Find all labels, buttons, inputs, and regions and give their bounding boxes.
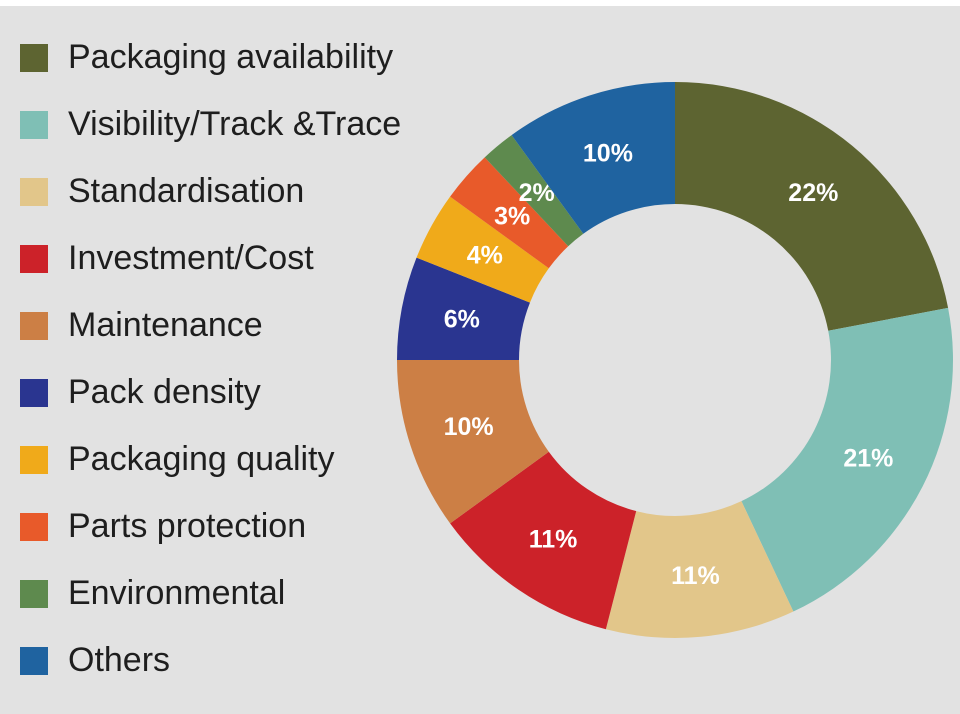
legend-item-maintenance: Maintenance <box>20 292 460 359</box>
slice-label-packaging-quality: 4% <box>467 241 503 269</box>
slice-standardisation <box>605 501 794 638</box>
legend-label: Others <box>68 641 171 679</box>
slice-investment-cost <box>450 451 637 630</box>
legend-label: Investment/Cost <box>68 239 314 277</box>
slice-label-maintenance: 10% <box>444 413 494 441</box>
legend-swatch <box>20 244 48 273</box>
legend-label: Pack density <box>68 373 261 411</box>
legend-swatch <box>20 512 48 541</box>
top-border <box>0 0 960 6</box>
legend-item-packaging-quality: Packaging quality <box>20 426 460 493</box>
slice-packaging-quality <box>416 196 549 303</box>
slice-label-others: 10% <box>583 140 633 168</box>
slice-pack-density <box>397 257 530 360</box>
legend-label: Standardisation <box>68 172 305 210</box>
legend-item-others: Others <box>20 627 460 694</box>
slice-label-visibility-track-trace: 21% <box>843 445 893 473</box>
legend-label: Parts protection <box>68 507 307 545</box>
legend-swatch <box>20 177 48 206</box>
legend-label: Maintenance <box>68 306 263 344</box>
slice-label-standardisation: 11% <box>671 562 720 590</box>
slice-others <box>511 82 675 234</box>
legend-swatch <box>20 445 48 474</box>
legend-swatch <box>20 43 48 72</box>
legend-item-pack-density: Pack density <box>20 359 460 426</box>
legend-label: Environmental <box>68 574 286 612</box>
legend-item-investment-cost: Investment/Cost <box>20 225 460 292</box>
legend-label: Packaging quality <box>68 440 335 478</box>
chart-legend: Packaging availability Visibility/Track &… <box>20 24 460 694</box>
slice-label-parts-protection: 3% <box>494 202 530 230</box>
legend-label: Packaging availability <box>68 38 394 76</box>
slice-visibility-track-trace <box>741 307 953 612</box>
legend-item-parts-protection: Parts protection <box>20 493 460 560</box>
slice-label-investment-cost: 11% <box>529 525 578 553</box>
legend-swatch <box>20 579 48 608</box>
legend-swatch <box>20 646 48 675</box>
slice-packaging-availability <box>675 82 949 331</box>
slice-label-packaging-availability: 22% <box>788 179 838 207</box>
legend-swatch <box>20 311 48 340</box>
legend-label: Visibility/Track &Trace <box>68 105 402 143</box>
legend-swatch <box>20 110 48 139</box>
legend-item-environmental: Environmental <box>20 560 460 627</box>
legend-swatch <box>20 378 48 407</box>
slice-parts-protection <box>450 157 569 269</box>
slice-label-pack-density: 6% <box>444 305 480 333</box>
slice-maintenance <box>397 360 549 524</box>
legend-item-packaging-availability: Packaging availability <box>20 24 460 91</box>
slice-environmental <box>484 135 584 247</box>
legend-item-standardisation: Standardisation <box>20 158 460 225</box>
legend-item-visibility-track-trace: Visibility/Track &Trace <box>20 91 460 158</box>
